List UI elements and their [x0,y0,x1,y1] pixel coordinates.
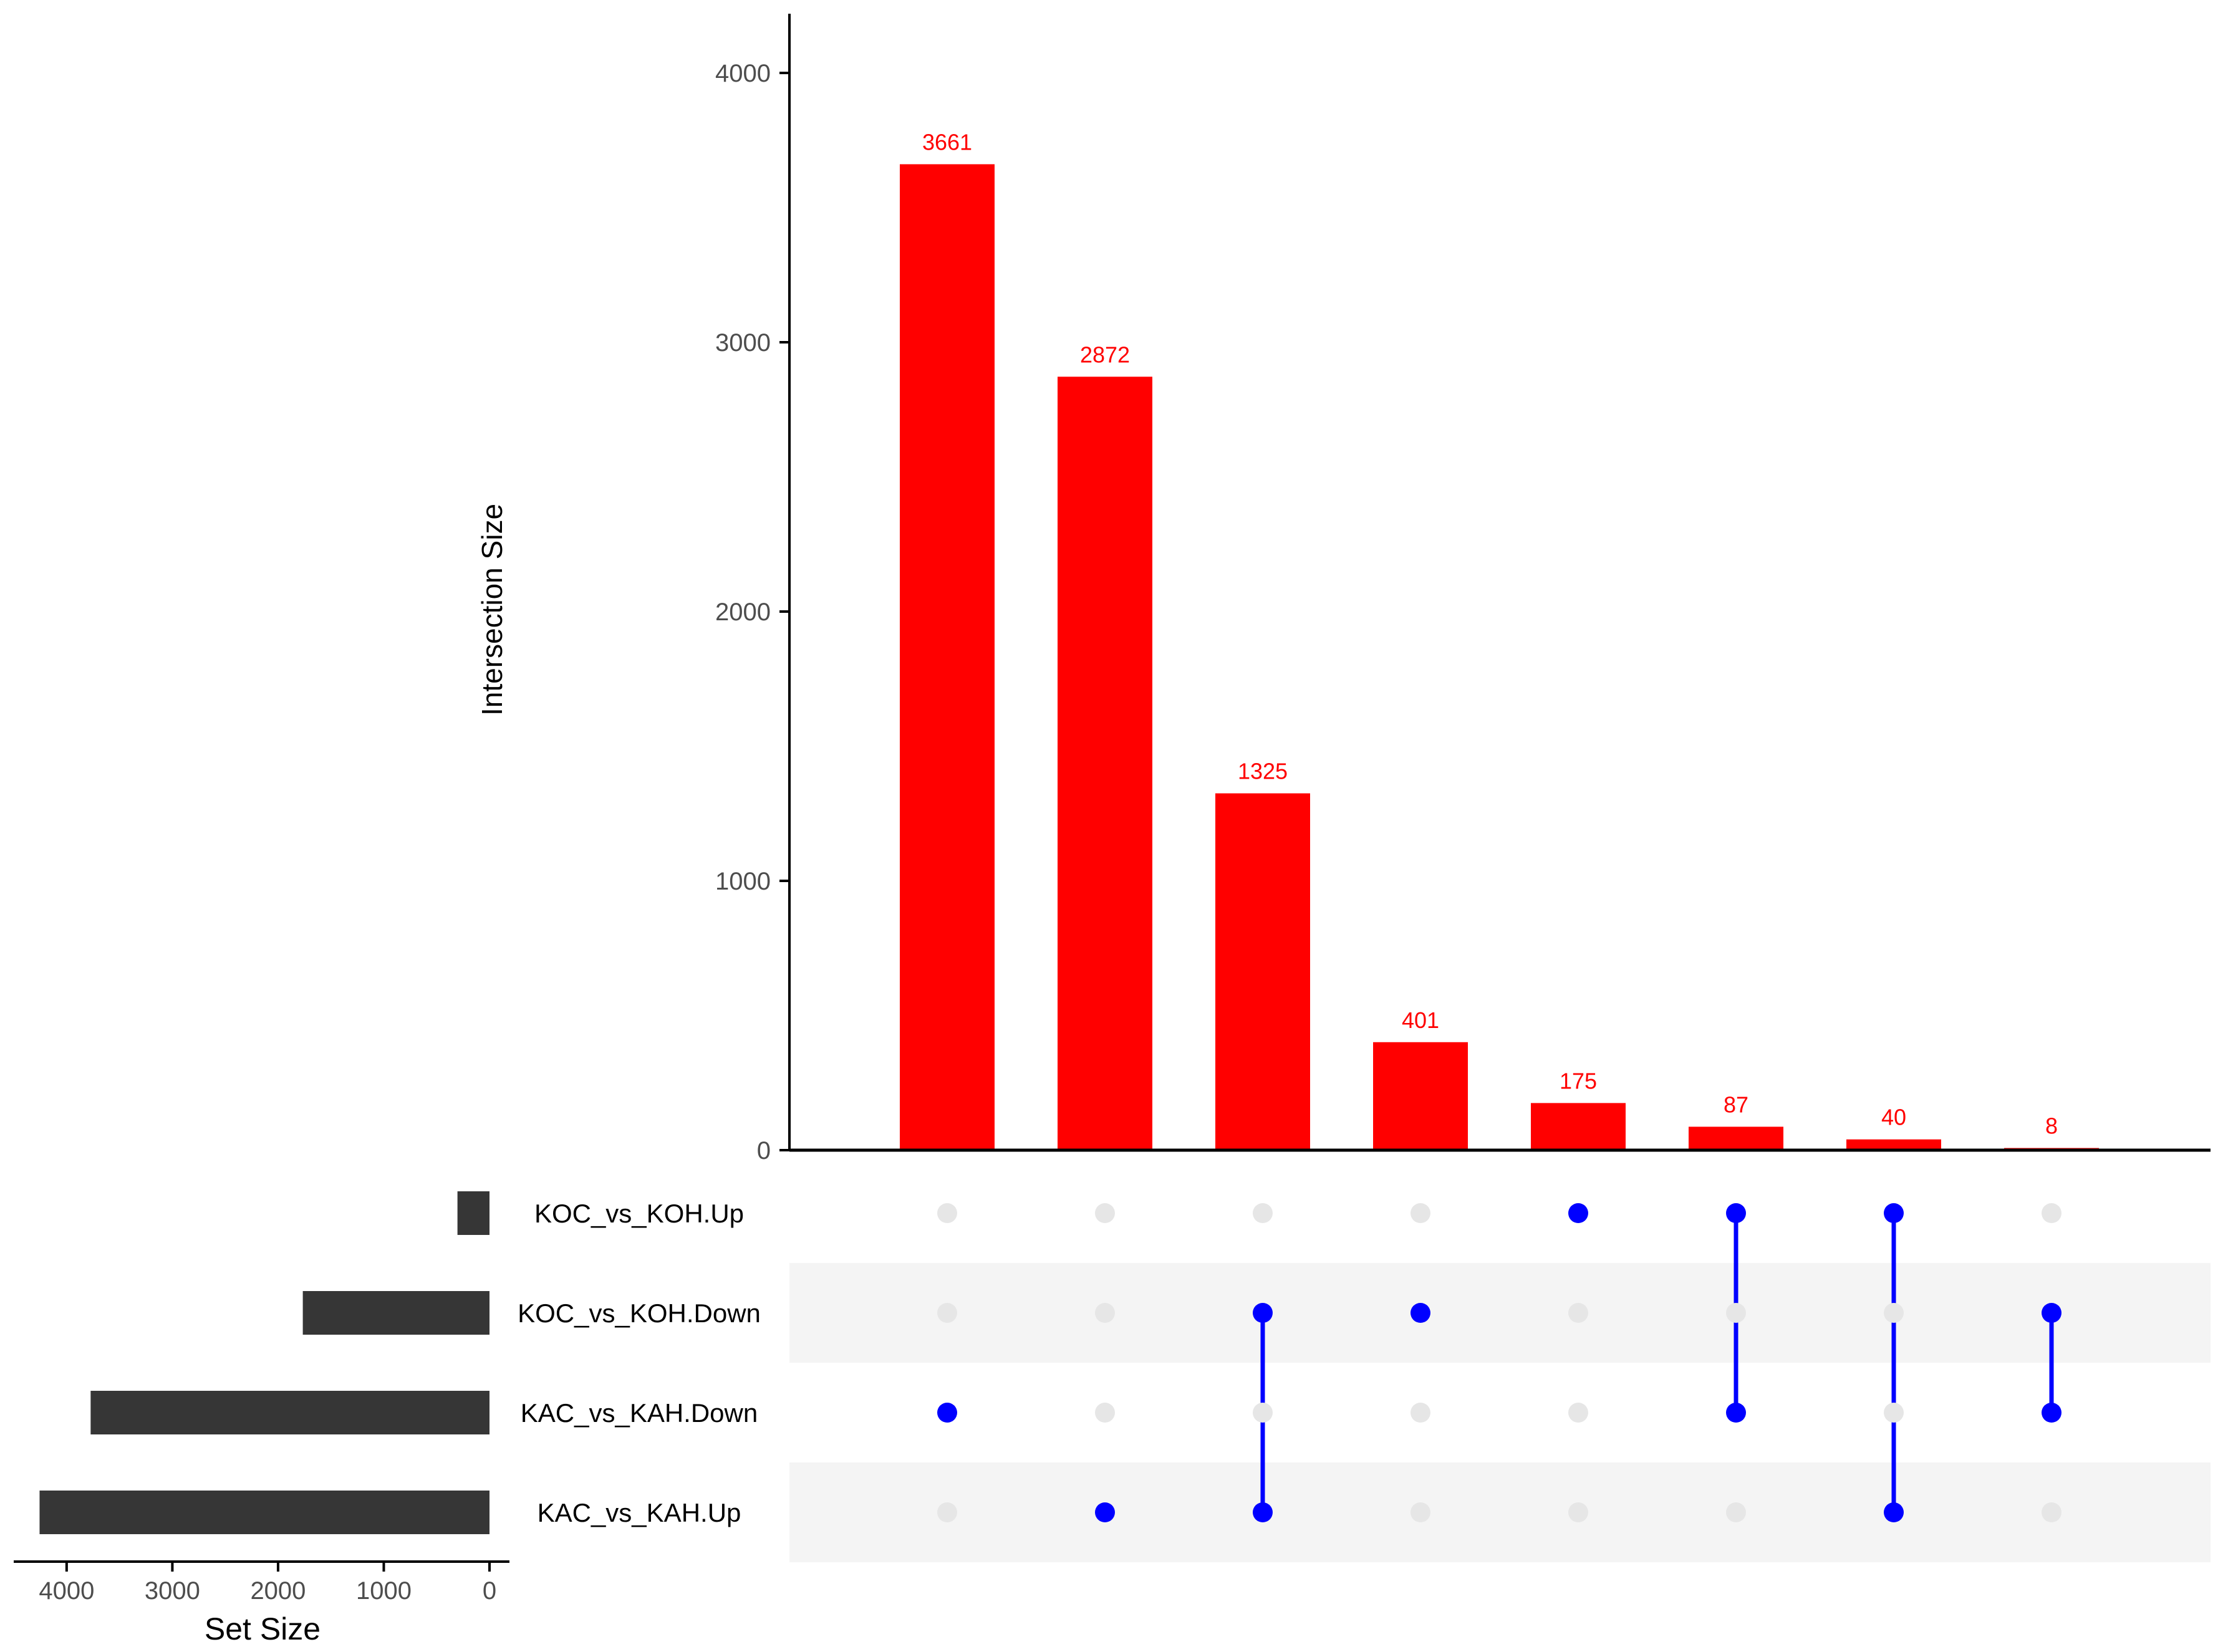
bar [1058,377,1152,1150]
matrix-dot-inactive [2042,1203,2061,1223]
set-size-bar [302,1291,489,1335]
matrix-dot-inactive [1568,1303,1588,1323]
matrix-dot-inactive [1410,1203,1430,1223]
matrix-dot-active [1726,1203,1746,1223]
matrix-dots [937,1203,2061,1522]
bar-value-label: 175 [1560,1068,1597,1093]
intersection-bars [900,164,2099,1150]
bar [1846,1139,1941,1150]
matrix-dot-active [1253,1502,1273,1522]
bar-value-label: 1325 [1238,759,1288,784]
set-tick-label: 0 [483,1577,496,1605]
bar [900,164,995,1150]
matrix-dot-active [1884,1203,1904,1223]
bar-value-label: 3661 [922,129,972,155]
matrix-dot-inactive [1410,1403,1430,1423]
set-name-labels: KOC_vs_KOH.Up KOC_vs_KOH.Down KAC_vs_KAH.D… [518,1199,761,1527]
bar [1531,1103,1626,1150]
matrix-row-shading [789,1263,2211,1562]
bar [1373,1042,1468,1150]
y-tick-label: 2000 [715,598,771,626]
matrix-dot-inactive [1253,1403,1273,1423]
matrix-dot-inactive [937,1502,957,1522]
y-tick-label: 4000 [715,60,771,87]
matrix-dot-inactive [1410,1502,1430,1522]
bar-value-label: 87 [1724,1092,1748,1117]
bar-value-label: 8 [2045,1113,2058,1139]
matrix-dot-active [1568,1203,1588,1223]
set-size-bar [39,1491,489,1534]
matrix-dot-active [1253,1303,1273,1323]
matrix-dot-inactive [937,1203,957,1223]
matrix-dot-inactive [1568,1502,1588,1522]
matrix-dot-inactive [1726,1303,1746,1323]
matrix-dot-inactive [937,1303,957,1323]
y-axis-title: Intersection Size [476,504,508,716]
bar [1215,793,1310,1150]
set-size-bar [457,1191,489,1235]
matrix-dot-inactive [1884,1303,1904,1323]
set-size-bars [39,1191,490,1534]
set-size-axis: 4000 3000 2000 1000 0 [14,1560,509,1605]
bar-value-label: 40 [1881,1105,1906,1130]
x-axis-title: Set Size [205,1611,321,1646]
set-label: KAC_vs_KAH.Up [538,1498,741,1527]
row-shade [789,1462,2211,1562]
set-tick-label: 2000 [250,1577,306,1605]
matrix-dot-active [937,1403,957,1423]
y-tick-label: 3000 [715,329,771,357]
set-size-bar [90,1391,490,1434]
matrix-dot-active [1095,1502,1115,1522]
set-label: KAC_vs_KAH.Down [521,1398,758,1428]
matrix-dot-active [2042,1303,2061,1323]
intersection-size-axis: 0 1000 2000 3000 4000 [715,14,2211,1165]
set-label: KOC_vs_KOH.Down [518,1299,761,1328]
set-label: KOC_vs_KOH.Up [534,1199,744,1228]
set-tick-label: 4000 [39,1577,94,1605]
matrix-dot-inactive [1568,1403,1588,1423]
matrix-dot-inactive [1095,1303,1115,1323]
matrix-dot-inactive [1726,1502,1746,1522]
intersection-bar-labels: 3661 2872 1325 401 175 87 40 8 [922,129,2058,1138]
y-tick-label: 1000 [715,868,771,895]
set-tick-label: 1000 [356,1577,412,1605]
matrix-dot-inactive [1095,1203,1115,1223]
bar-value-label: 2872 [1080,342,1130,367]
matrix-dot-active [1726,1403,1746,1423]
matrix-dot-active [2042,1403,2061,1423]
matrix-dot-active [1884,1502,1904,1522]
matrix-dot-inactive [2042,1502,2061,1522]
bar [1689,1126,1783,1150]
bar-value-label: 401 [1402,1007,1439,1033]
row-shade [789,1263,2211,1363]
matrix-dot-active [1410,1303,1430,1323]
matrix-dot-inactive [1884,1403,1904,1423]
y-tick-label: 0 [757,1137,771,1165]
matrix-dot-inactive [1095,1403,1115,1423]
set-tick-label: 3000 [145,1577,200,1605]
matrix-dot-inactive [1253,1203,1273,1223]
